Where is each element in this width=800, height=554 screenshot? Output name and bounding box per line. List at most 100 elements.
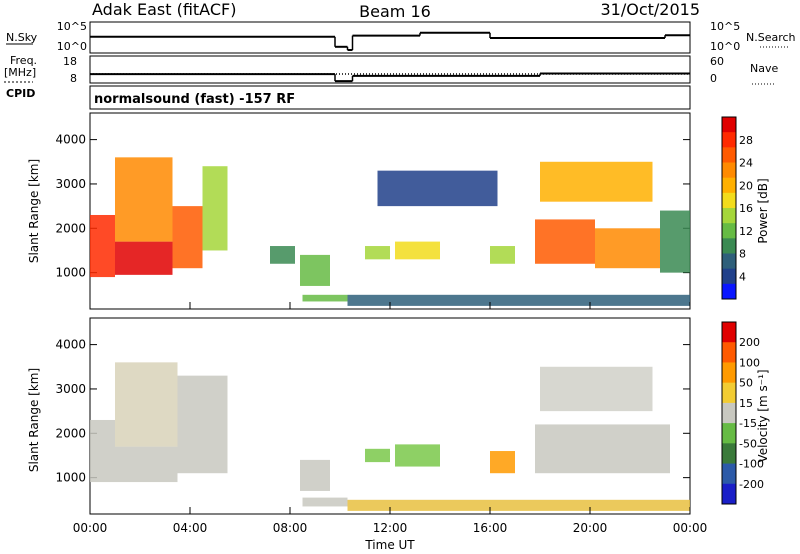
xtick-label-2: 08:00: [273, 521, 308, 535]
ytick-label-2-1: 2000: [55, 221, 86, 235]
ytick-label-3-3: 4000: [55, 338, 86, 352]
echo-region-3-9: [535, 424, 670, 474]
xtick-label-1: 04:00: [173, 521, 208, 535]
colorbar-swatch-2-0: [722, 117, 736, 133]
noise-left-tick-bottom: 10^0: [57, 40, 87, 53]
colorbar-frame-3: [721, 321, 737, 505]
colorbar-tick-3-6: -100: [739, 458, 764, 471]
station-title: Adak East (fitACF): [92, 0, 236, 19]
noise-panel: 10^5 10^0 10^5 10^0: [57, 20, 740, 54]
colorbar-swatch-2-1: [722, 132, 736, 148]
xtick-label-6: 00:00: [673, 521, 708, 535]
echo-region-3-7: [395, 444, 440, 467]
colorbar-swatch-3-3: [722, 382, 736, 404]
xtick-label-4: 16:00: [473, 521, 508, 535]
ytick-label-2-2: 3000: [55, 177, 86, 191]
colorbar-swatch-2-10: [722, 268, 736, 285]
frequency-panel: 18 8 60 0: [63, 55, 724, 85]
colorbar-tick-3-5: -50: [739, 437, 757, 450]
echo-region-2-6: [300, 254, 330, 286]
colorbar-swatch-2-7: [722, 223, 736, 239]
ytick-label-3-0: 1000: [55, 471, 86, 485]
colorbar-swatch-2-5: [722, 192, 736, 209]
colorbar-tick-2-2: 20: [739, 179, 753, 192]
colorbar-tick-2-4: 12: [739, 225, 753, 238]
freq-unit-label: [MHz]: [4, 66, 36, 79]
echo-region-2-11: [490, 246, 515, 264]
colorbar-tick-3-4: -15: [739, 417, 757, 430]
echo-region-2-1: [115, 241, 173, 275]
colorbar-tick-3-7: -200: [739, 478, 764, 491]
colorbar-tick-2-1: 24: [739, 157, 753, 170]
ytick-label-3-2: 3000: [55, 382, 86, 396]
colorbar-tick-3-3: 15: [739, 397, 753, 410]
colorbar-swatch-2-11: [722, 283, 736, 300]
colorbar-swatch-3-8: [722, 483, 736, 505]
colorbar-swatch-2-4: [722, 177, 736, 194]
echo-region-2-14: [540, 161, 653, 202]
colorbar-tick-3-0: 200: [739, 336, 760, 349]
cpid-panel: [89, 85, 691, 110]
echo-region-2-10: [377, 170, 498, 207]
echo-region-2-2: [115, 157, 173, 242]
colorbar-tick-2-5: 8: [739, 248, 746, 261]
echo-region-3-4: [300, 459, 330, 491]
colorbar-tick-2-3: 16: [739, 202, 753, 215]
xtick-label-3: 12:00: [373, 521, 408, 535]
ytick-label-3-1: 2000: [55, 426, 86, 440]
power-ylabel: Slant Range [km]: [27, 159, 41, 263]
echo-region-2-9: [395, 241, 440, 260]
colorbar-tick-3-2: 50: [739, 377, 753, 390]
ytick-label-2-3: 4000: [55, 133, 86, 147]
cpid-text: normalsound (fast) -157 RF: [94, 92, 295, 107]
colorbar-frame-2: [721, 116, 737, 300]
colorbar-swatch-3-2: [722, 362, 736, 384]
colorbar-swatch-3-4: [722, 402, 736, 424]
freq-label: Freq.: [10, 54, 37, 67]
noise-left-tick-top: 10^5: [57, 20, 87, 33]
echo-region-2-15: [660, 210, 690, 273]
echo-region-2-13: [595, 228, 660, 269]
colorbar-swatch-2-2: [722, 147, 736, 163]
nsearch-label: N.Search: [746, 31, 796, 44]
xtick-label-0: 00:00: [73, 521, 108, 535]
colorbar-swatch-3-0: [722, 322, 736, 343]
date-title: 31/Oct/2015: [600, 0, 700, 19]
colorbar-swatch-3-6: [722, 443, 736, 465]
echo-region-2-5: [270, 246, 295, 264]
colorbar-tick-2-0: 28: [739, 134, 753, 147]
echo-region-3-10: [540, 366, 653, 412]
velocity-colorbar-label: Velocity [m s⁻¹]: [756, 369, 770, 462]
echo-region-3-2: [115, 362, 178, 447]
nsky-label: N.Sky: [6, 31, 38, 44]
colorbar-swatch-2-9: [722, 253, 736, 270]
colorbar-swatch-2-8: [722, 238, 736, 254]
ytick-label-2-0: 1000: [55, 266, 86, 280]
beam-title: Beam 16: [359, 2, 431, 21]
echo-region-2-0: [90, 214, 115, 278]
echo-region-2-3: [172, 206, 203, 269]
velocity-ylabel: Slant Range [km]: [27, 368, 41, 472]
power-colorbar-label: Power [dB]: [756, 178, 770, 243]
echo-region-3-5: [302, 497, 348, 507]
colorbar-swatch-3-7: [722, 463, 736, 485]
colorbar-swatch-2-3: [722, 162, 736, 179]
echo-region-3-1: [115, 446, 178, 483]
colorbar-swatch-3-5: [722, 423, 736, 444]
noise-right-tick-bottom: 10^0: [710, 40, 740, 53]
echo-region-3-11: [347, 499, 690, 511]
freq-left-tick-bottom: 8: [70, 72, 77, 85]
xtick-label-5: 20:00: [573, 521, 608, 535]
echo-region-3-8: [490, 451, 515, 474]
echo-region-2-4: [202, 166, 228, 251]
echo-region-2-7: [302, 294, 348, 302]
freq-left-tick-top: 18: [63, 55, 77, 68]
echo-region-3-3: [177, 375, 228, 474]
noise-right-tick-top: 10^5: [710, 20, 740, 33]
cpid-label: CPID: [6, 87, 35, 100]
echo-region-2-12: [535, 219, 595, 264]
colorbar-tick-3-1: 100: [739, 356, 760, 369]
echo-region-2-8: [365, 246, 390, 260]
